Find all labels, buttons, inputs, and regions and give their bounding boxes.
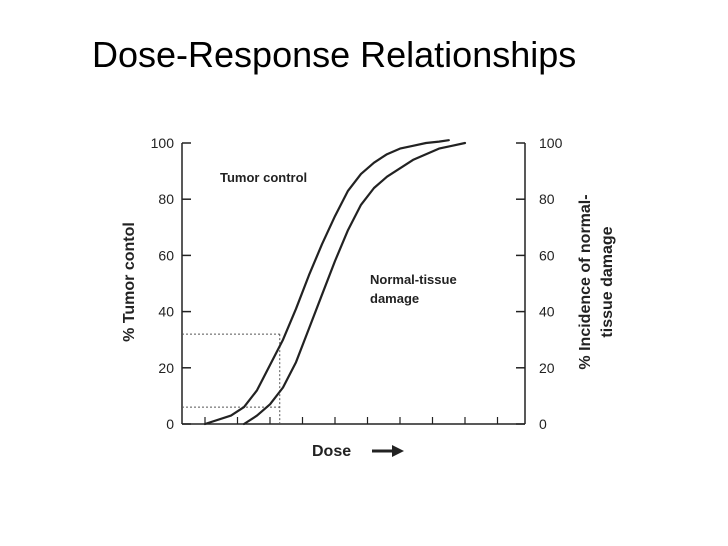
- right-tick-label: 60: [539, 247, 555, 263]
- series-line-0: [203, 139, 450, 426]
- annotation-normal-tissue: Normal-tissue: [370, 272, 457, 287]
- y2-axis-title-line2: tissue damage: [599, 226, 616, 337]
- annotation-damage: damage: [370, 291, 419, 306]
- slide-title: Dose-Response Relationships: [92, 34, 577, 75]
- x-axis-title: Dose: [312, 443, 351, 460]
- y-axis-title: % Tumor contol: [121, 222, 138, 342]
- left-tick-label: 20: [158, 360, 174, 376]
- right-tick-label: 80: [539, 191, 555, 207]
- left-tick-label: 0: [166, 416, 174, 432]
- y2-axis-title-line1: % Incidence of normal-: [577, 194, 594, 369]
- right-axis-ticks: 0 20 40 60 80 100: [516, 135, 563, 432]
- left-axis-ticks: 0 20 40 60 80 100: [151, 135, 191, 432]
- right-tick-label: 0: [539, 416, 547, 432]
- right-tick-label: 100: [539, 135, 563, 151]
- annotation-tumor-control: Tumor control: [220, 170, 307, 185]
- left-tick-label: 40: [158, 304, 174, 320]
- dose-arrow-icon: [372, 445, 404, 457]
- right-tick-label: 20: [539, 360, 555, 376]
- left-tick-label: 60: [158, 247, 174, 263]
- series-line-1: [242, 141, 467, 426]
- left-tick-label: 100: [151, 135, 175, 151]
- left-tick-label: 80: [158, 191, 174, 207]
- right-tick-label: 40: [539, 304, 555, 320]
- reference-lines: [182, 333, 281, 424]
- series-group: [203, 139, 467, 426]
- axes-frame: [181, 143, 526, 425]
- bottom-axis-ticks: [204, 417, 499, 424]
